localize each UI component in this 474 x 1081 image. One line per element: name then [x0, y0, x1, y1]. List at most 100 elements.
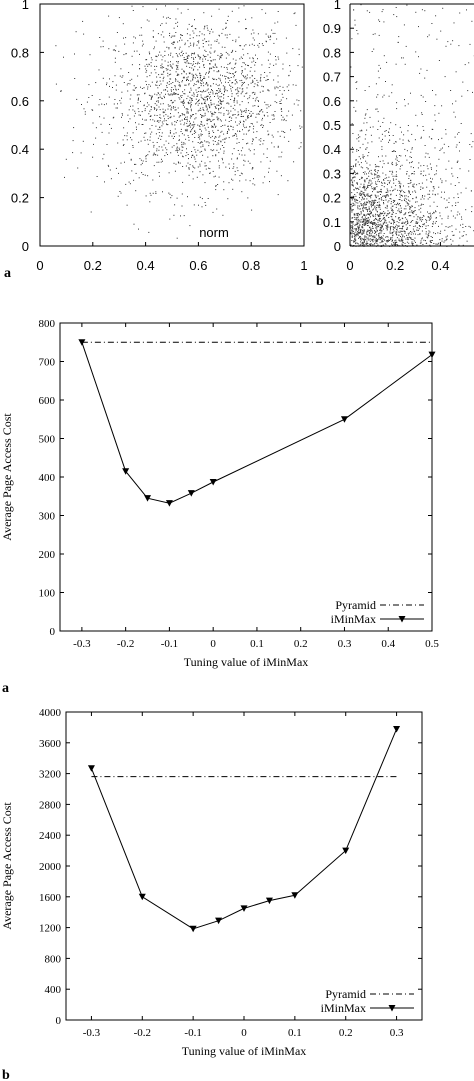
scatter-point	[281, 119, 283, 121]
scatter-point	[438, 225, 439, 227]
scatter-point	[451, 225, 453, 227]
scatter-point	[198, 204, 199, 206]
scatter-point	[125, 53, 127, 54]
scatter-point	[201, 80, 203, 81]
scatter-point	[397, 244, 399, 246]
scatter-point	[380, 232, 382, 234]
scatter-point	[181, 73, 183, 75]
scatter-point	[148, 64, 150, 66]
scatter-point	[443, 198, 445, 200]
scatter-point	[242, 62, 244, 64]
scatter-point	[431, 181, 432, 183]
scatter-point	[167, 68, 169, 70]
scatter-point	[187, 8, 189, 10]
scatter-point	[161, 23, 163, 25]
scatter-point	[393, 221, 395, 223]
scatter-point	[368, 86, 370, 88]
scatter-point	[370, 201, 372, 203]
scatter-point	[83, 108, 85, 110]
scatter-point	[214, 40, 216, 42]
x-tick-label: -0.3	[83, 1027, 101, 1039]
scatter-point	[196, 44, 198, 46]
scatter-point	[368, 235, 370, 237]
scatter-point	[421, 9, 423, 11]
scatter-point	[428, 216, 430, 218]
scatter-point	[233, 166, 235, 168]
scatter-point	[430, 242, 432, 243]
scatter-point	[235, 79, 237, 81]
scatter-point	[238, 113, 240, 115]
scatter-point	[190, 63, 192, 65]
scatter-point	[381, 240, 383, 242]
scatter-point	[413, 171, 415, 172]
scatter-point	[413, 226, 415, 227]
scatter-point	[369, 179, 371, 181]
scatter-point	[367, 231, 369, 233]
scatter-point	[430, 215, 432, 217]
scatter-point	[150, 95, 152, 97]
scatter-point	[170, 54, 171, 56]
scatter-point	[176, 146, 178, 148]
scatter-point	[379, 238, 381, 240]
scatter-point	[461, 218, 463, 220]
scatter-point	[195, 151, 197, 153]
scatter-point	[455, 202, 457, 204]
scatter-point	[192, 79, 194, 81]
scatter-point	[400, 185, 401, 187]
scatter-point	[421, 220, 422, 222]
scatter-point	[385, 130, 387, 131]
scatter-point	[216, 149, 218, 151]
scatter-point	[216, 208, 218, 210]
scatter-point	[207, 85, 209, 87]
scatter-point	[389, 229, 391, 231]
scatter-point	[210, 91, 212, 93]
scatter-point	[438, 112, 440, 114]
scatter-point	[359, 214, 361, 216]
scatter-point	[144, 93, 146, 95]
scatter-point	[362, 177, 363, 179]
scatter-point	[186, 77, 188, 79]
scatter-point	[182, 155, 183, 157]
scatter-point	[117, 195, 119, 197]
scatter-point	[192, 30, 194, 32]
scatter-point	[457, 201, 459, 203]
scatter-point	[218, 42, 220, 44]
scatter-point	[404, 222, 406, 224]
scatter-point	[402, 139, 404, 141]
scatter-point	[197, 149, 199, 151]
scatter-point	[367, 193, 369, 195]
scatter-point	[390, 228, 391, 230]
scatter-point	[178, 147, 180, 149]
scatter-point	[399, 231, 401, 233]
scatter-point	[431, 168, 432, 170]
scatter-point	[404, 105, 406, 107]
scatter-point	[207, 88, 209, 90]
scatter-point	[420, 186, 422, 188]
scatter-point	[379, 232, 381, 234]
scatter-point	[131, 139, 133, 141]
scatter-point	[156, 65, 158, 67]
scatter-point	[239, 80, 241, 82]
scatter-point	[232, 179, 234, 181]
scatter-point	[201, 115, 203, 117]
scatter-point	[354, 200, 356, 202]
scatter-point	[181, 141, 183, 143]
scatter-point	[220, 74, 221, 76]
scatter-point	[252, 81, 254, 82]
scatter-point	[388, 200, 390, 202]
scatter-point	[404, 192, 406, 193]
scatter-point	[400, 210, 402, 212]
scatter-point	[168, 142, 170, 144]
scatter-point	[192, 171, 194, 173]
scatter-point	[445, 133, 447, 135]
scatter-point	[422, 126, 424, 127]
scatter-point	[375, 83, 377, 85]
scatter-point	[371, 51, 373, 52]
scatter-point	[462, 235, 464, 237]
scatter-point	[210, 60, 212, 62]
scatter-point	[234, 114, 236, 115]
scatter-point	[107, 164, 109, 166]
scatter-point	[353, 9, 355, 11]
scatter-point	[368, 206, 370, 208]
